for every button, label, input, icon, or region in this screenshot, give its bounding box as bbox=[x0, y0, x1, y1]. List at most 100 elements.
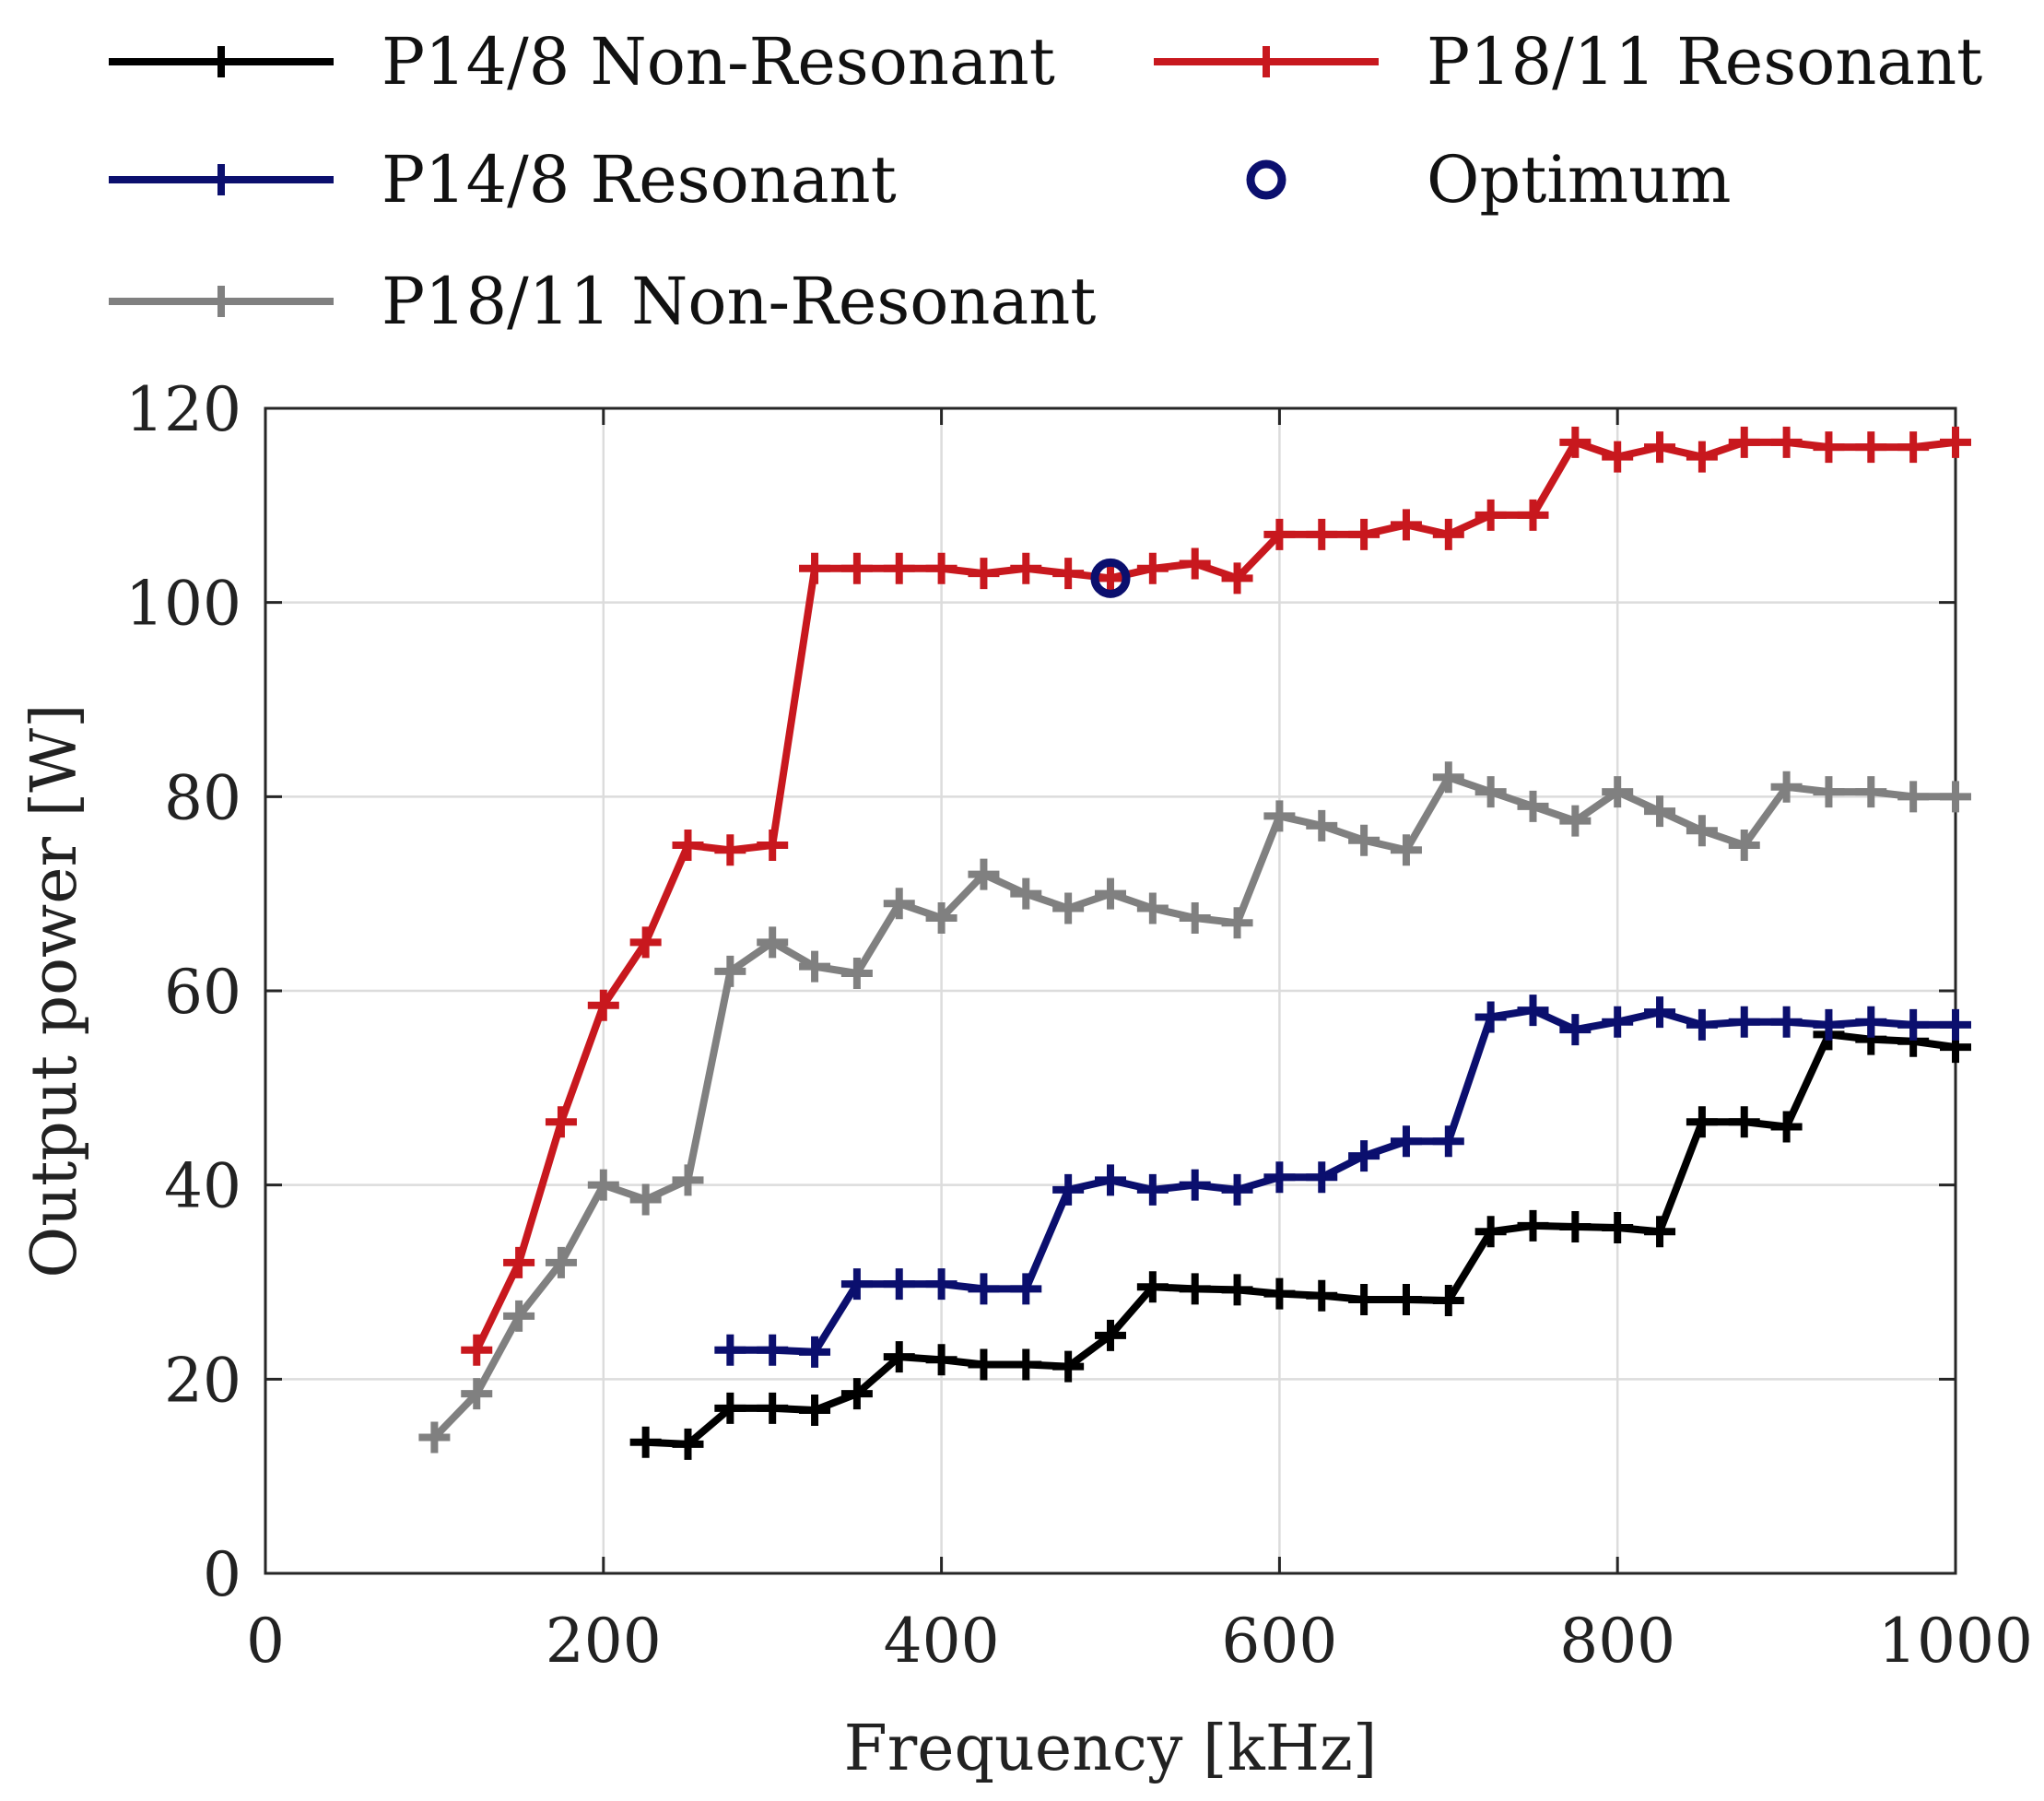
series-line bbox=[430, 773, 1959, 1442]
data-point-marker bbox=[1644, 996, 1676, 1029]
data-point-marker bbox=[1686, 1008, 1718, 1041]
data-point-marker bbox=[1686, 441, 1718, 473]
legend-item: P18/11 Resonant bbox=[1154, 24, 1982, 100]
data-point-marker bbox=[883, 1341, 915, 1373]
data-point-marker bbox=[1179, 1273, 1211, 1305]
data-point-marker bbox=[1095, 1319, 1126, 1351]
x-axis-title: Frequency [kHz] bbox=[844, 1713, 1378, 1785]
data-point-marker bbox=[587, 1169, 619, 1201]
data-point-marker bbox=[206, 164, 237, 195]
data-point-marker bbox=[968, 1348, 1000, 1381]
data-point-marker bbox=[629, 1183, 662, 1216]
data-point-marker bbox=[1221, 1173, 1253, 1206]
y-tick-label: 100 bbox=[125, 569, 241, 640]
data-point-marker bbox=[1306, 809, 1338, 842]
data-point-marker bbox=[1728, 1006, 1760, 1038]
data-point-marker bbox=[418, 1421, 451, 1454]
legend-item: P18/11 Non-Resonant bbox=[109, 264, 1096, 339]
data-point-marker bbox=[757, 926, 789, 959]
legend-label: Optimum bbox=[1427, 142, 1732, 218]
data-point-marker bbox=[1517, 790, 1549, 822]
data-point-marker bbox=[1306, 1161, 1338, 1194]
data-point-marker bbox=[461, 1334, 493, 1366]
data-point-marker bbox=[1136, 552, 1169, 584]
data-point-marker bbox=[1390, 1283, 1422, 1315]
legend-label: P14/8 Resonant bbox=[382, 142, 897, 218]
data-point-marker bbox=[968, 858, 1000, 890]
data-point-marker bbox=[1728, 830, 1760, 861]
data-point-marker bbox=[1095, 562, 1126, 594]
data-point-marker bbox=[1432, 761, 1464, 794]
data-point-marker bbox=[925, 1268, 957, 1301]
data-point-marker bbox=[799, 552, 831, 584]
x-tick-label: 800 bbox=[1559, 1606, 1675, 1677]
data-point-marker bbox=[799, 950, 831, 983]
data-point-marker bbox=[1095, 877, 1126, 910]
data-point-marker bbox=[1559, 805, 1592, 837]
data-point-marker bbox=[757, 1392, 789, 1424]
data-point-marker bbox=[1897, 781, 1930, 813]
data-point-marker bbox=[1813, 776, 1845, 808]
data-point-marker bbox=[1559, 1014, 1592, 1046]
data-point-marker bbox=[1897, 431, 1930, 464]
legend-label: P18/11 Resonant bbox=[1427, 24, 1982, 100]
data-point-marker bbox=[714, 955, 746, 987]
data-point-marker bbox=[461, 1378, 493, 1410]
data-point-marker bbox=[1728, 1106, 1760, 1138]
series-p18-11-non-resonant bbox=[418, 761, 1971, 1454]
data-point-marker bbox=[968, 1273, 1000, 1305]
data-point-marker bbox=[1432, 1285, 1464, 1317]
optimum-marker bbox=[1090, 558, 1131, 598]
data-point-marker bbox=[1390, 509, 1422, 541]
y-tick-label: 80 bbox=[164, 762, 241, 833]
data-point-marker bbox=[1602, 1006, 1634, 1038]
data-point-marker bbox=[840, 552, 873, 584]
data-point-marker bbox=[1474, 1001, 1507, 1033]
data-point-marker bbox=[840, 1268, 873, 1301]
data-point-marker bbox=[1348, 1140, 1380, 1172]
data-point-marker bbox=[1855, 776, 1887, 808]
series-line bbox=[473, 438, 1959, 1354]
data-point-marker bbox=[1432, 1125, 1464, 1158]
data-point-marker bbox=[672, 1428, 704, 1460]
data-point-marker bbox=[799, 1395, 831, 1427]
y-tick-label: 40 bbox=[164, 1151, 241, 1222]
data-point-marker bbox=[1770, 1006, 1803, 1038]
legend: P14/8 Non-Resonant P14/8 Resonant P18/11 N… bbox=[109, 24, 1982, 339]
data-point-marker bbox=[1559, 1210, 1592, 1242]
data-point-marker bbox=[1517, 995, 1549, 1027]
legend-item: Optimum bbox=[1246, 142, 1732, 218]
data-point-marker bbox=[1010, 1348, 1042, 1381]
legend-item: P14/8 Non-Resonant bbox=[109, 24, 1055, 100]
data-point-marker bbox=[1728, 426, 1760, 458]
data-point-marker bbox=[1644, 431, 1676, 464]
data-point-marker bbox=[1052, 558, 1085, 590]
data-point-marker bbox=[629, 926, 662, 959]
data-point-marker bbox=[1517, 1209, 1549, 1242]
data-point-marker bbox=[968, 558, 1000, 590]
data-point-marker bbox=[545, 1246, 577, 1278]
data-point-marker bbox=[1897, 1008, 1930, 1041]
legend-optimum-marker bbox=[1246, 159, 1286, 200]
data-point-marker bbox=[503, 1300, 535, 1332]
data-point-marker bbox=[587, 989, 619, 1021]
data-point-marker bbox=[1813, 1008, 1845, 1041]
data-point-marker bbox=[1263, 518, 1296, 550]
data-point-marker bbox=[629, 1426, 662, 1458]
data-point-marker bbox=[1390, 1125, 1422, 1158]
data-point-marker bbox=[714, 1334, 746, 1366]
legend-label: P14/8 Non-Resonant bbox=[382, 24, 1055, 100]
data-point-marker bbox=[1010, 552, 1042, 584]
data-point-marker bbox=[1052, 1350, 1085, 1383]
series-p18-11-resonant bbox=[461, 426, 1971, 1366]
data-point-marker bbox=[1940, 781, 1971, 813]
data-point-marker bbox=[757, 830, 789, 861]
data-point-marker bbox=[757, 1334, 789, 1366]
legend-label: P18/11 Non-Resonant bbox=[382, 264, 1096, 339]
data-point-marker bbox=[206, 46, 237, 77]
data-point-marker bbox=[1251, 46, 1282, 77]
y-axis-title: Output power [W] bbox=[18, 703, 91, 1277]
data-point-marker bbox=[1136, 1173, 1169, 1206]
data-point-marker bbox=[672, 830, 704, 861]
